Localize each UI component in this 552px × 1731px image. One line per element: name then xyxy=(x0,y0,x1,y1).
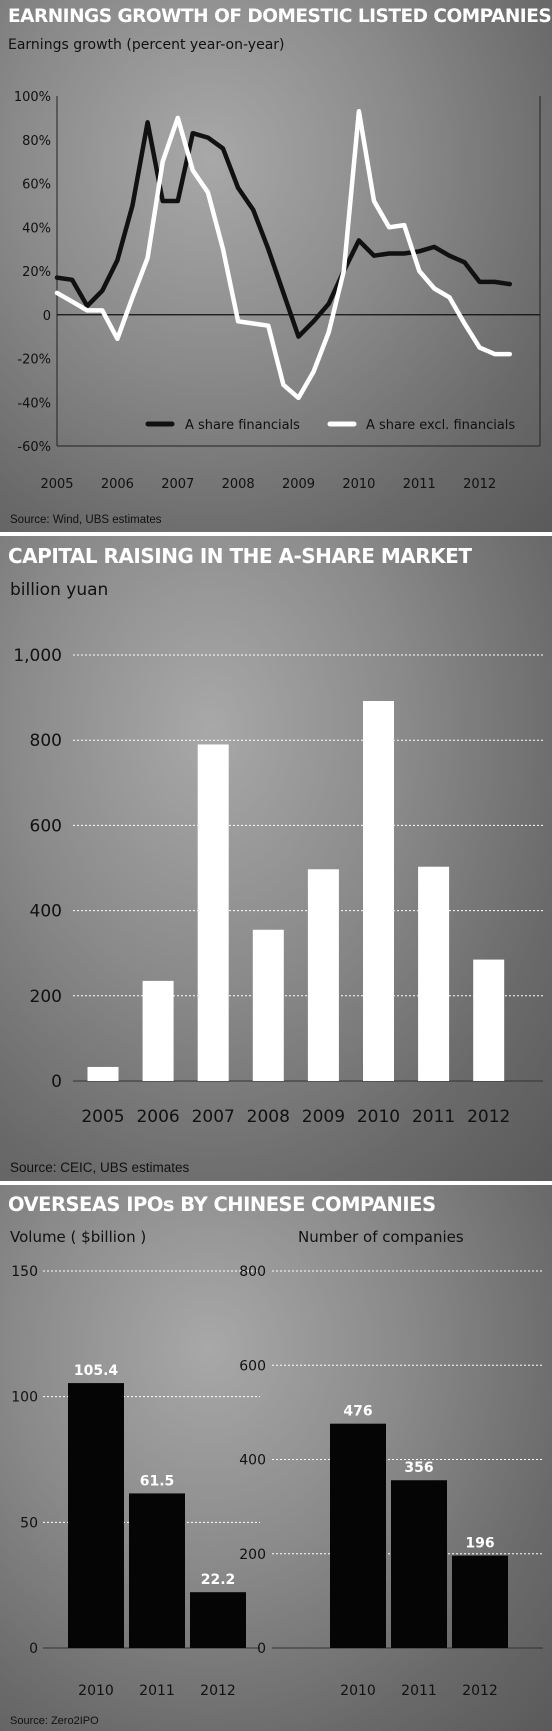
y-tick-label: 800 xyxy=(30,731,62,751)
earnings-chart-subtitle: Earnings growth (percent year-on-year) xyxy=(8,37,285,53)
ipo-volume-label: Volume ( $billion ) xyxy=(10,1228,147,1246)
y-tick-label: 200 xyxy=(30,987,62,1007)
x-tick-label: 2012 xyxy=(462,1683,498,1699)
capital-chart-title: CAPITAL RAISING IN THE A-SHARE MARKET xyxy=(8,544,472,568)
y-tick-label: 800 xyxy=(239,1264,266,1280)
x-tick-label: 2005 xyxy=(81,1107,124,1127)
y-tick-label: 0 xyxy=(51,1072,62,1092)
overseas-ipo-panel: OVERSEAS IPOs BY CHINESE COMPANIES Volum… xyxy=(0,1185,552,1731)
x-tick-label: 2011 xyxy=(412,1107,455,1127)
bar xyxy=(307,869,339,1081)
x-tick-label: 2008 xyxy=(247,1107,290,1127)
data-label: 22.2 xyxy=(201,1572,236,1588)
bar xyxy=(418,866,450,1081)
x-tick-label: 2009 xyxy=(302,1107,345,1127)
y-tick-label: 400 xyxy=(30,902,62,922)
data-label: 196 xyxy=(465,1536,494,1552)
y-tick-label: -60% xyxy=(17,440,51,455)
x-tick-label: 2010 xyxy=(78,1683,114,1699)
legend-label-financials: A share financials xyxy=(185,418,300,433)
ipo-count-label: Number of companies xyxy=(298,1228,464,1246)
earnings-line-chart: 100% 80% 60% 40% 20% 0 -20% -40% -60% 2005 2006 200… xyxy=(14,90,541,492)
x-tick-label: 2006 xyxy=(101,477,134,492)
y-tick-label: 0 xyxy=(43,309,51,324)
y-tick-label: 100% xyxy=(14,90,51,105)
y-tick-label: 40% xyxy=(22,221,51,236)
y-tick-label: 150 xyxy=(11,1264,38,1280)
x-tick-label: 2006 xyxy=(136,1107,179,1127)
x-tick-label: 2011 xyxy=(403,477,436,492)
bar xyxy=(68,1383,124,1648)
x-tick-label: 2012 xyxy=(463,477,496,492)
y-tick-label: 100 xyxy=(11,1390,38,1406)
bar xyxy=(252,929,284,1081)
bar xyxy=(330,1423,386,1648)
y-tick-label: -40% xyxy=(17,396,51,411)
y-tick-label: 200 xyxy=(239,1547,266,1563)
data-label: 105.4 xyxy=(74,1363,119,1379)
bar xyxy=(452,1555,508,1648)
y-tick-label: 0 xyxy=(257,1641,266,1657)
y-tick-label: 600 xyxy=(239,1358,266,1374)
x-tick-label: 2007 xyxy=(161,477,194,492)
y-tick-label: 50 xyxy=(20,1515,38,1531)
ipo-source: Source: Zero2IPO xyxy=(10,1715,99,1727)
x-tick-label: 2009 xyxy=(282,477,315,492)
earnings-source: Source: Wind, UBS estimates xyxy=(10,514,162,526)
x-tick-label: 2010 xyxy=(357,1107,400,1127)
x-tick-label: 2012 xyxy=(467,1107,510,1127)
data-label: 476 xyxy=(343,1404,372,1420)
legend-label-excl-financials: A share excl. financials xyxy=(366,418,515,433)
x-tick-label: 2010 xyxy=(340,1683,376,1699)
excl-financials-series-line xyxy=(54,109,513,401)
y-tick-label: 0 xyxy=(29,1641,38,1657)
y-tick-label: 60% xyxy=(22,178,51,193)
y-tick-label: 80% xyxy=(22,134,51,149)
bar xyxy=(129,1493,185,1648)
x-tick-label: 2007 xyxy=(192,1107,235,1127)
y-tick-label: 400 xyxy=(239,1453,266,1469)
bar xyxy=(197,744,229,1081)
panel-divider xyxy=(0,532,552,536)
capital-bar-chart: 1,000 800 600 400 200 0 2005 2006 2007 2008 2009 20… xyxy=(13,646,543,1127)
financials-series-line xyxy=(54,120,513,339)
panel-divider xyxy=(0,1181,552,1185)
ipo-bar-charts: 150 100 50 0 105.4 2010 61.5 2011 22.2 2012 800 600… xyxy=(11,1264,543,1699)
y-tick-label: 20% xyxy=(22,265,51,280)
y-tick-label: 600 xyxy=(30,816,62,836)
y-tick-label: 1,000 xyxy=(13,646,62,666)
y-tick-label: -20% xyxy=(17,353,51,368)
capital-chart-unit: billion yuan xyxy=(10,580,109,600)
capital-raising-panel: CAPITAL RAISING IN THE A-SHARE MARKET bi… xyxy=(0,536,552,1181)
bar xyxy=(473,959,505,1081)
x-tick-label: 2011 xyxy=(401,1683,437,1699)
bar xyxy=(87,1066,119,1081)
capital-source: Source: CEIC, UBS estimates xyxy=(10,1160,190,1175)
bar xyxy=(190,1592,246,1648)
data-label: 356 xyxy=(404,1460,433,1476)
ipo-chart-title: OVERSEAS IPOs BY CHINESE COMPANIES xyxy=(8,1193,436,1216)
bar xyxy=(363,701,394,1081)
bar xyxy=(142,980,174,1081)
x-tick-label: 2010 xyxy=(342,477,375,492)
x-tick-label: 2011 xyxy=(139,1683,175,1699)
earnings-chart-title: EARNINGS GROWTH OF DOMESTIC LISTED COMPA… xyxy=(8,6,552,27)
x-tick-label: 2008 xyxy=(222,477,255,492)
data-label: 61.5 xyxy=(140,1473,175,1489)
x-tick-label: 2012 xyxy=(200,1683,236,1699)
earnings-growth-panel: EARNINGS GROWTH OF DOMESTIC LISTED COMPA… xyxy=(0,0,552,532)
bar xyxy=(391,1480,447,1648)
x-tick-label: 2005 xyxy=(40,477,73,492)
